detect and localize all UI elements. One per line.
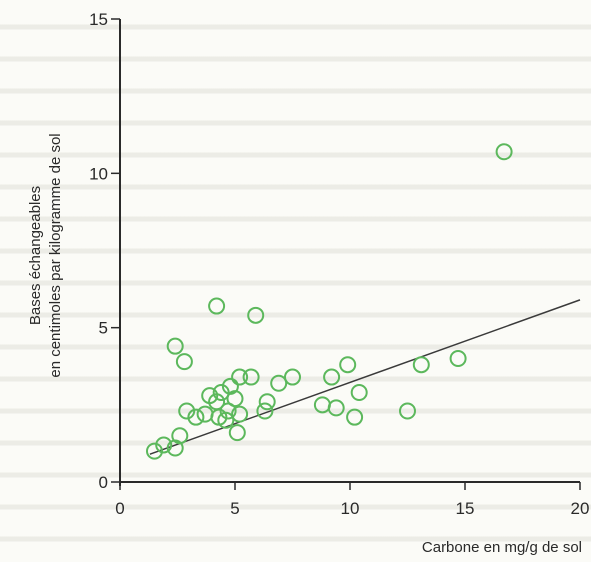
data-point xyxy=(226,390,244,408)
data-point xyxy=(327,399,345,417)
x-tick-label: 0 xyxy=(115,499,124,518)
data-point xyxy=(449,350,467,368)
data-point xyxy=(175,353,193,371)
data-point xyxy=(231,405,249,423)
data-point xyxy=(178,402,196,420)
data-point xyxy=(339,356,357,374)
axes-group: 0 5 10 15 20 0 5 10 15 xyxy=(89,10,589,518)
data-point xyxy=(171,427,189,445)
data-point xyxy=(217,411,235,429)
y-tick-label: 10 xyxy=(89,164,108,183)
data-point xyxy=(399,402,416,420)
y-tick-label: 15 xyxy=(89,10,108,29)
data-point xyxy=(284,368,301,386)
data-point xyxy=(208,297,226,315)
x-tick-label: 20 xyxy=(571,499,590,518)
data-point xyxy=(270,374,288,392)
data-point xyxy=(256,402,274,420)
y-tick-label: 0 xyxy=(99,473,108,492)
data-point xyxy=(313,396,331,414)
labels-group: Carbone en mg/g de sol Bases échangeable… xyxy=(27,133,582,556)
data-point xyxy=(346,408,364,426)
data-point xyxy=(187,408,205,426)
data-point xyxy=(146,442,163,460)
data-point xyxy=(196,405,214,423)
x-axis-title: Carbone en mg/g de sol xyxy=(422,539,582,556)
data-point xyxy=(155,436,173,454)
x-tick-label: 5 xyxy=(230,499,239,518)
data-point xyxy=(495,143,513,161)
y-tick-label: 5 xyxy=(99,319,108,338)
data-point xyxy=(323,368,341,386)
x-tick-label: 15 xyxy=(456,499,475,518)
data-point xyxy=(247,306,265,324)
data-point xyxy=(228,424,246,442)
data-point xyxy=(231,368,249,386)
y-axis-title-line2: en centimoles par kilogramme de sol xyxy=(47,133,64,377)
data-point xyxy=(350,383,368,401)
data-point xyxy=(258,393,276,411)
data-point xyxy=(166,337,184,355)
trendline xyxy=(149,299,581,455)
y-axis-title-line1: Bases échangeables xyxy=(27,186,44,325)
trendline-group xyxy=(149,299,581,455)
data-point xyxy=(412,356,430,374)
data-point xyxy=(242,368,260,386)
x-tick-label: 10 xyxy=(341,499,360,518)
points-group xyxy=(146,143,513,460)
data-point xyxy=(212,383,230,401)
